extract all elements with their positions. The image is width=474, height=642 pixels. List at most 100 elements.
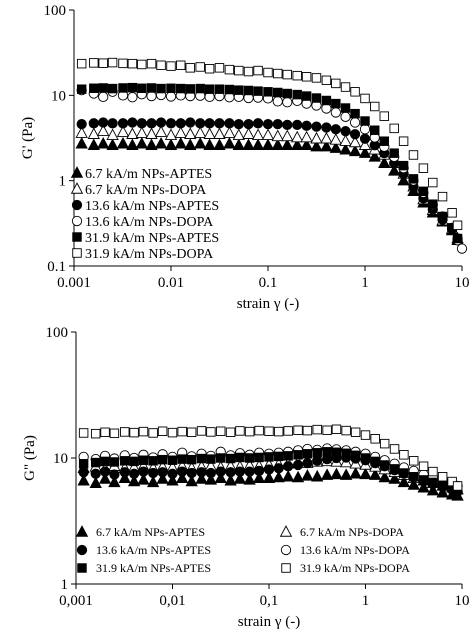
x-axis-title: strain γ (-) <box>238 614 300 630</box>
data-point <box>358 146 372 158</box>
data-point <box>379 460 390 470</box>
data-point <box>322 447 332 457</box>
data-point <box>76 118 87 130</box>
data-point <box>271 129 284 142</box>
data-point <box>456 243 468 254</box>
data-point <box>251 128 265 141</box>
data-point <box>244 426 255 437</box>
data-point <box>119 467 130 478</box>
data-point <box>235 452 245 463</box>
y-tick-label: 100 <box>46 325 69 341</box>
data-point <box>399 468 409 478</box>
data-point <box>437 480 448 490</box>
legend-marker <box>75 525 89 537</box>
data-point <box>264 426 274 436</box>
data-point <box>348 135 362 148</box>
data-point <box>186 467 197 479</box>
data-point <box>300 138 313 150</box>
series-square-filled <box>78 447 463 495</box>
data-point <box>138 466 149 477</box>
series-square-open <box>76 57 463 231</box>
data-point <box>417 480 430 493</box>
data-point <box>262 471 276 484</box>
data-point <box>428 177 438 188</box>
legend-label: 6.7 kA/m NPs-APTES <box>96 525 205 539</box>
chart-storage-modulus: 0.001 0.01 0.1 1 10 0.1 1 10 100 strain γ (-) G' (… <box>20 3 470 312</box>
data-point <box>263 464 275 475</box>
y-tick-label: 10 <box>51 88 66 104</box>
data-point <box>418 186 429 197</box>
data-point <box>156 60 166 71</box>
data-point <box>157 426 168 436</box>
data-point <box>176 60 186 71</box>
data-point <box>242 127 255 139</box>
data-point <box>302 458 313 469</box>
data-point <box>127 82 138 93</box>
data-point <box>234 65 244 76</box>
data-point <box>389 123 399 134</box>
legend-label: 31.9 kA/m NPs-DOPA <box>300 561 410 575</box>
data-point <box>339 468 353 480</box>
legend-label: 13.6 kA/m NPs-APTES <box>96 543 211 557</box>
y-axis-title: G" (Pa) <box>22 435 38 481</box>
data-point <box>156 83 166 94</box>
data-point <box>300 130 313 143</box>
legend-label: 6.7 kA/m NPs-DOPA <box>85 183 207 198</box>
data-point <box>310 139 323 152</box>
data-point <box>301 469 314 481</box>
data-point <box>97 124 110 136</box>
data-point <box>107 57 118 68</box>
data-point <box>155 117 167 128</box>
data-point <box>90 428 101 439</box>
data-point <box>253 65 263 76</box>
data-point <box>146 118 157 129</box>
data-point <box>273 451 284 462</box>
data-point <box>195 118 206 129</box>
data-point <box>87 138 100 150</box>
data-point <box>350 427 361 438</box>
x-tick-label: 1 <box>362 593 370 609</box>
data-point <box>224 64 235 75</box>
data-point <box>331 424 342 435</box>
data-point <box>204 473 218 485</box>
data-point <box>311 93 322 103</box>
data-point <box>196 426 207 436</box>
data-point <box>166 473 179 486</box>
data-point <box>78 467 89 478</box>
data-point <box>145 138 158 150</box>
data-point <box>100 427 110 438</box>
data-point <box>368 150 381 162</box>
data-point <box>329 133 342 145</box>
data-point <box>243 66 254 77</box>
data-point <box>215 426 226 436</box>
data-point <box>340 111 351 122</box>
data-point <box>254 452 264 463</box>
data-point <box>271 138 284 150</box>
data-point <box>244 453 255 463</box>
data-point <box>157 467 168 478</box>
data-point <box>204 118 215 129</box>
y-axis-title: G' (Pa) <box>20 117 36 159</box>
data-point <box>186 427 197 438</box>
y-tick-label: 1 <box>61 577 69 593</box>
data-point <box>330 107 341 118</box>
x-tick-label: 0.1 <box>259 275 278 291</box>
data-point <box>244 466 255 477</box>
data-point <box>359 124 371 135</box>
data-point <box>225 453 236 464</box>
data-point <box>452 233 463 244</box>
data-point <box>116 137 130 149</box>
data-point <box>233 118 244 130</box>
data-point <box>194 137 207 149</box>
data-point <box>283 461 294 472</box>
data-point <box>185 474 198 487</box>
data-point <box>301 91 312 101</box>
data-point <box>312 424 322 435</box>
data-point <box>273 463 284 474</box>
data-point <box>167 427 178 438</box>
data-point <box>177 426 187 437</box>
data-point <box>214 471 227 484</box>
x-tick-label: 10 <box>455 593 470 609</box>
legend-label: 13.6 kA/m NPs-APTES <box>85 199 219 214</box>
